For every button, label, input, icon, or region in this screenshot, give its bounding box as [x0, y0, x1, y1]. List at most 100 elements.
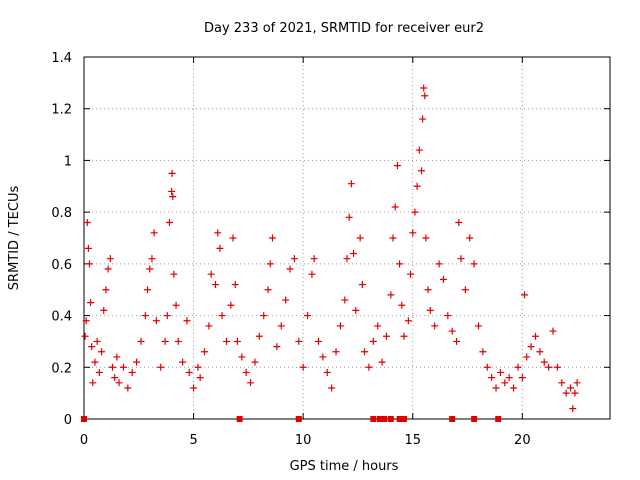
x-tick-label: 5	[189, 433, 197, 448]
data-point	[88, 343, 96, 351]
data-point	[93, 337, 101, 345]
data-point	[540, 358, 548, 366]
zero-marker	[400, 416, 407, 422]
data-point	[260, 312, 268, 320]
data-point	[387, 291, 395, 299]
data-point	[444, 312, 452, 320]
data-point	[523, 353, 531, 361]
data-point	[315, 337, 323, 345]
data-point	[374, 322, 382, 330]
x-tick-label: 0	[80, 433, 88, 448]
data-point	[194, 363, 202, 371]
data-point	[113, 353, 121, 361]
zero-marker	[370, 416, 377, 422]
data-point	[137, 337, 145, 345]
data-point	[196, 374, 204, 382]
y-axis-label: SRMTID / TECUs	[7, 186, 22, 291]
data-point	[89, 379, 97, 387]
data-point	[170, 270, 178, 278]
data-point	[352, 306, 360, 314]
data-point	[518, 374, 526, 382]
data-point	[332, 348, 340, 356]
data-point	[336, 322, 344, 330]
data-point	[350, 250, 358, 258]
data-point	[545, 363, 553, 371]
data-point	[286, 265, 294, 273]
data-point	[407, 270, 415, 278]
data-point	[391, 203, 399, 211]
data-point	[214, 229, 222, 237]
data-point	[150, 229, 158, 237]
data-point	[165, 218, 173, 226]
data-point	[82, 317, 90, 325]
data-point	[133, 358, 141, 366]
data-point	[212, 281, 219, 289]
data-point	[501, 379, 509, 387]
data-point	[87, 299, 95, 307]
data-point	[124, 384, 132, 392]
data-point	[365, 363, 373, 371]
y-tick-label: 1	[64, 154, 72, 169]
data-point	[91, 358, 99, 366]
zero-marker	[376, 416, 383, 422]
zero-marker	[236, 416, 243, 422]
data-point	[146, 265, 154, 273]
x-axis-label: GPS time / hours	[290, 459, 399, 474]
y-tick-label: 0.8	[51, 206, 72, 221]
data-point	[393, 162, 401, 170]
x-tick-label: 10	[295, 433, 312, 448]
data-point	[218, 312, 226, 320]
data-point	[562, 389, 570, 397]
data-point	[415, 146, 423, 154]
data-point	[419, 115, 427, 123]
zero-marker	[387, 416, 394, 422]
data-point	[569, 405, 577, 413]
data-point	[115, 379, 123, 387]
data-point	[174, 337, 182, 345]
data-point	[95, 368, 103, 376]
data-point	[323, 368, 331, 376]
data-point	[479, 348, 487, 356]
data-point	[222, 337, 230, 345]
data-point	[567, 384, 575, 392]
data-point	[426, 306, 434, 314]
data-point	[356, 234, 364, 242]
data-point	[422, 234, 430, 242]
data-point	[521, 291, 529, 299]
zero-marker	[495, 416, 502, 422]
data-point	[161, 337, 169, 345]
data-point	[201, 348, 209, 356]
data-point	[100, 306, 108, 314]
data-point	[108, 363, 116, 371]
data-point	[439, 275, 447, 283]
data-point	[179, 358, 187, 366]
data-point	[295, 337, 303, 345]
y-tick-label: 0.2	[51, 361, 72, 376]
zero-marker	[381, 416, 388, 422]
data-point	[172, 301, 180, 309]
data-point	[168, 187, 176, 195]
data-point	[488, 374, 496, 382]
plot-frame	[83, 56, 611, 420]
data-point	[483, 363, 491, 371]
data-point	[273, 343, 281, 351]
data-point	[492, 384, 500, 392]
data-point	[431, 322, 439, 330]
data-point	[168, 169, 176, 177]
data-point	[341, 296, 349, 304]
data-point	[190, 384, 198, 392]
data-point	[404, 317, 412, 325]
data-point	[398, 301, 406, 309]
data-point	[558, 379, 566, 387]
data-point	[409, 229, 417, 237]
data-point	[358, 281, 366, 289]
data-point	[290, 255, 298, 263]
data-point	[361, 348, 369, 356]
data-point	[536, 348, 544, 356]
data-point	[229, 234, 237, 242]
data-point	[169, 193, 177, 201]
data-point	[496, 368, 504, 376]
data-point	[277, 322, 285, 330]
data-point	[400, 332, 408, 340]
